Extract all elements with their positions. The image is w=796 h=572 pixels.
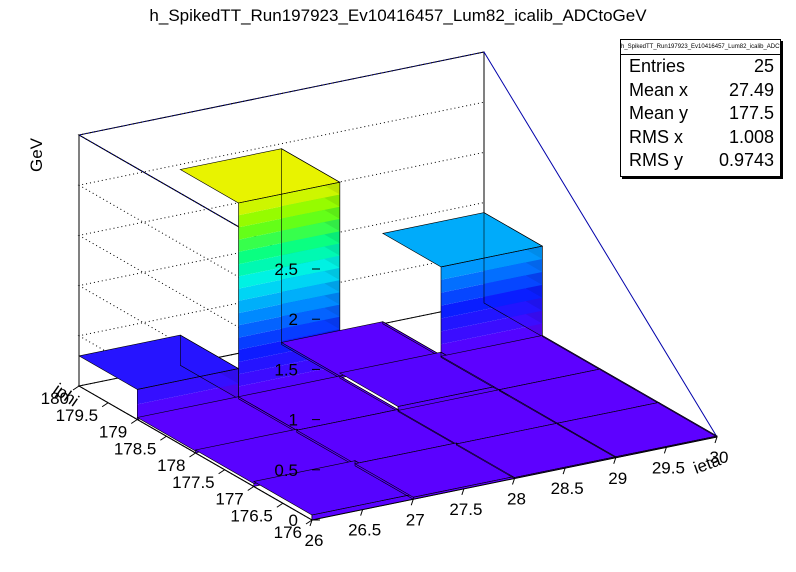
x-tick-mark <box>663 447 667 454</box>
y-tick-mark <box>101 402 109 408</box>
bar-front-face <box>137 383 239 420</box>
stats-label: Entries <box>629 56 686 76</box>
x-tick-mark <box>714 436 718 444</box>
stats-label: RMS x <box>629 126 683 147</box>
y-tick-label: 178 <box>157 456 185 475</box>
stats-row: RMS x 1.008 <box>621 126 780 150</box>
bar-front-face <box>238 231 340 265</box>
z-tick-label: 0.5 <box>274 461 298 480</box>
y-tick-mark <box>130 419 138 424</box>
bar <box>78 334 240 420</box>
y-axis-line <box>78 385 313 521</box>
bar-front-face <box>441 323 543 358</box>
bar-front-face <box>238 243 340 277</box>
x-tick-label: 27.5 <box>449 500 482 519</box>
y-tick-label: 179.5 <box>56 406 99 425</box>
bar-front-face <box>238 194 340 228</box>
y-tick-mark <box>160 435 167 441</box>
z-tick-label: 1 <box>289 411 298 430</box>
bar-front-face <box>312 494 414 520</box>
y-tick-label: 180 <box>41 389 69 408</box>
right-edge <box>483 51 718 438</box>
stats-value: 0.9743 <box>718 150 774 170</box>
bar-front-face <box>238 255 340 289</box>
x-tick-label: 28.5 <box>551 479 584 498</box>
y-tick-mark <box>276 502 284 508</box>
z-tick-label: 0 <box>289 511 298 530</box>
stats-row: RMS y 0.9743 <box>621 149 780 173</box>
x-tick-label: 29.5 <box>652 458 685 477</box>
x-tick-label: 29 <box>608 469 627 488</box>
bar-front-face <box>238 280 340 314</box>
stats-row: Mean y 177.5 <box>621 102 780 126</box>
bar-front-face <box>238 316 340 350</box>
bar-front-face <box>441 259 543 293</box>
stats-value: 177.5 <box>728 103 774 123</box>
x-tick-mark <box>360 509 364 516</box>
bar-front-face <box>238 182 340 216</box>
x-tick-label: 30 <box>710 448 729 467</box>
stats-row: Mean x 27.49 <box>621 79 780 103</box>
stats-value: 27.49 <box>728 79 774 100</box>
stats-value: 25 <box>753 56 774 76</box>
stats-label: RMS y <box>629 150 683 170</box>
bar-front-face <box>441 246 543 280</box>
bar-front-face <box>137 368 239 405</box>
x-tick-mark <box>461 488 465 496</box>
bar-front-face <box>238 267 340 301</box>
bar-front-face <box>238 304 340 338</box>
x-tick-mark <box>613 457 617 464</box>
z-axis-label: GeV <box>27 137 46 172</box>
x-tick-mark <box>309 519 313 527</box>
x-tick-label: 26 <box>305 531 324 550</box>
bar-front-face <box>238 218 340 252</box>
bar <box>381 212 544 358</box>
y-tick-label: 177 <box>215 490 243 509</box>
y-tick-label: 179 <box>99 423 127 442</box>
chart-title: h_SpikedTT_Run197923_Ev10416457_Lum82_ic… <box>149 6 647 25</box>
stats-label: Mean y <box>629 103 689 123</box>
bar-front-face <box>238 365 340 399</box>
bar-front-face <box>441 284 543 319</box>
y-tick-label: 178.5 <box>114 439 157 458</box>
bar-front-face <box>441 310 543 345</box>
stats-label: Mean x <box>629 79 689 100</box>
x-tick-mark <box>512 478 515 485</box>
z-tick-label: 2.5 <box>274 260 298 279</box>
x-axis-line <box>311 436 718 521</box>
y-tick-mark <box>218 469 225 475</box>
y-tick-label: 176.5 <box>230 506 273 525</box>
x-tick-label: 28 <box>507 490 526 509</box>
stats-box: h_SpikedTT_Run197923_Ev10416457_Lum82_ic… <box>620 39 781 177</box>
bar-side-outline <box>281 148 341 379</box>
bar-front-face <box>238 292 340 326</box>
z-tick-label: 2 <box>289 310 298 329</box>
stats-box-title: h_SpikedTT_Run197923_Ev10416457_Lum82_ic… <box>621 40 780 55</box>
stats-value: 1.008 <box>728 126 774 147</box>
x-tick-label: 26.5 <box>348 521 381 540</box>
y-tick-mark <box>72 385 80 391</box>
y-tick-mark <box>247 486 255 491</box>
axis-ticks: 00.511.522.5176176.5177177.5178178.51791… <box>41 135 729 550</box>
x-tick-mark <box>410 499 414 506</box>
stats-row: Entries 25 <box>621 55 780 79</box>
y-tick-label: 177.5 <box>172 473 215 492</box>
bar-side-outline <box>658 401 718 438</box>
bar-front-face <box>441 297 543 332</box>
y-tick-label: 176 <box>274 523 302 542</box>
bar-front-face <box>238 206 340 240</box>
x-tick-mark <box>562 467 566 475</box>
y-tick-mark <box>305 519 313 525</box>
bars <box>78 148 718 521</box>
x-tick-label: 27 <box>406 510 425 529</box>
z-tick-label: 1.5 <box>274 360 298 379</box>
bar-side-outline <box>483 212 543 338</box>
bar-front-face <box>441 272 543 306</box>
y-tick-mark <box>189 452 196 458</box>
